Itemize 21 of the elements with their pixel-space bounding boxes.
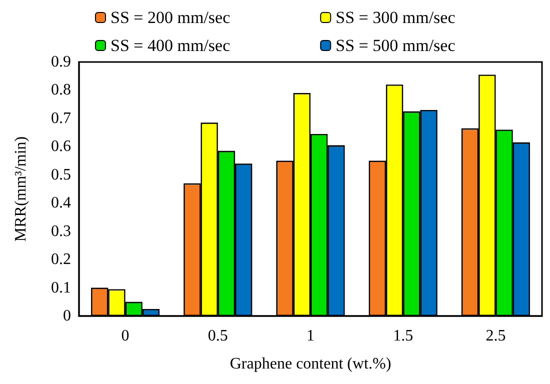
legend-label: SS = 300 mm/sec	[336, 8, 456, 27]
legend-label: SS = 200 mm/sec	[110, 8, 231, 27]
x-tick-label: 0.5	[208, 328, 228, 344]
y-tick-label: 0.9	[51, 54, 71, 70]
x-axis-title: Graphene content (wt.%)	[230, 356, 392, 372]
x-tick-label: 1.5	[393, 328, 414, 344]
legend-label: SS = 500 mm/sec	[336, 36, 456, 55]
y-axis-title: MRR(mm³/min)	[12, 136, 30, 242]
x-tick-label: 1	[306, 328, 314, 344]
y-tick-label: 0.5	[51, 166, 71, 184]
x-tick-label: 2.5	[486, 328, 506, 344]
y-tick-label: 0.3	[51, 222, 71, 240]
x-tick-label: 0	[121, 328, 130, 344]
y-tick-label: 0.1	[51, 279, 71, 296]
y-tick-label: 0.6	[51, 138, 71, 156]
y-tick-label: 0	[63, 308, 71, 324]
y-tick-label: 0.4	[51, 194, 71, 212]
y-tick-label: 0.8	[51, 82, 71, 99]
legend-label: SS = 400 mm/sec	[110, 36, 231, 55]
y-tick-label: 0.7	[51, 110, 71, 127]
y-tick-label: 0.2	[51, 251, 71, 268]
